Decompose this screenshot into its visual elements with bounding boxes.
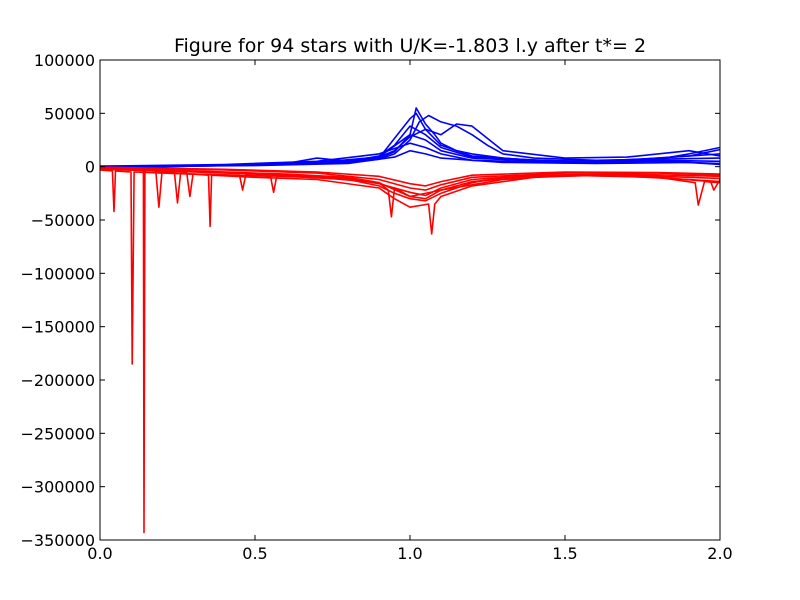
series-1-curve-6: [99, 166, 721, 187]
y-tick-label: 100000: [34, 51, 95, 70]
x-tick-label: 1.0: [397, 544, 422, 563]
y-tick-label: −100000: [21, 264, 95, 283]
series-0-curve-7: [99, 149, 721, 168]
series-0-curve-6: [99, 142, 721, 167]
y-tick-label: −300000: [21, 478, 95, 497]
x-tick-label: 0.5: [242, 544, 267, 563]
series-1-curve-2: [99, 168, 721, 218]
y-tick-label: 50000: [44, 104, 95, 123]
y-tick-label: −350000: [21, 531, 95, 550]
chart-title: Figure for 94 stars with U/K=-1.803 l.y …: [174, 35, 646, 57]
series-1-curve-5: [99, 166, 721, 191]
series-1-curve-3: [99, 167, 721, 200]
series-1-curve-4: [99, 168, 721, 197]
y-tick-label: −50000: [31, 211, 95, 230]
x-tick-label: 2.0: [707, 544, 732, 563]
series-0: [99, 107, 721, 170]
y-tick-label: −150000: [21, 318, 95, 337]
ticks-layer: 0.0 0.5 1.0 1.5 2.0 100000 50000 0 −50000 −100000…: [21, 51, 733, 563]
series-layer: [99, 107, 721, 534]
y-tick-label: 0: [85, 158, 95, 177]
series-1: [99, 166, 721, 534]
x-tick-label: 0.0: [87, 544, 112, 563]
x-tick-label: 1.5: [552, 544, 577, 563]
y-tick-label: −200000: [21, 371, 95, 390]
y-tick-label: −250000: [21, 424, 95, 443]
